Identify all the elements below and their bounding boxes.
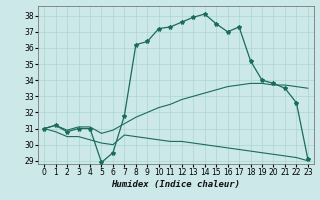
X-axis label: Humidex (Indice chaleur): Humidex (Indice chaleur)	[111, 180, 241, 189]
